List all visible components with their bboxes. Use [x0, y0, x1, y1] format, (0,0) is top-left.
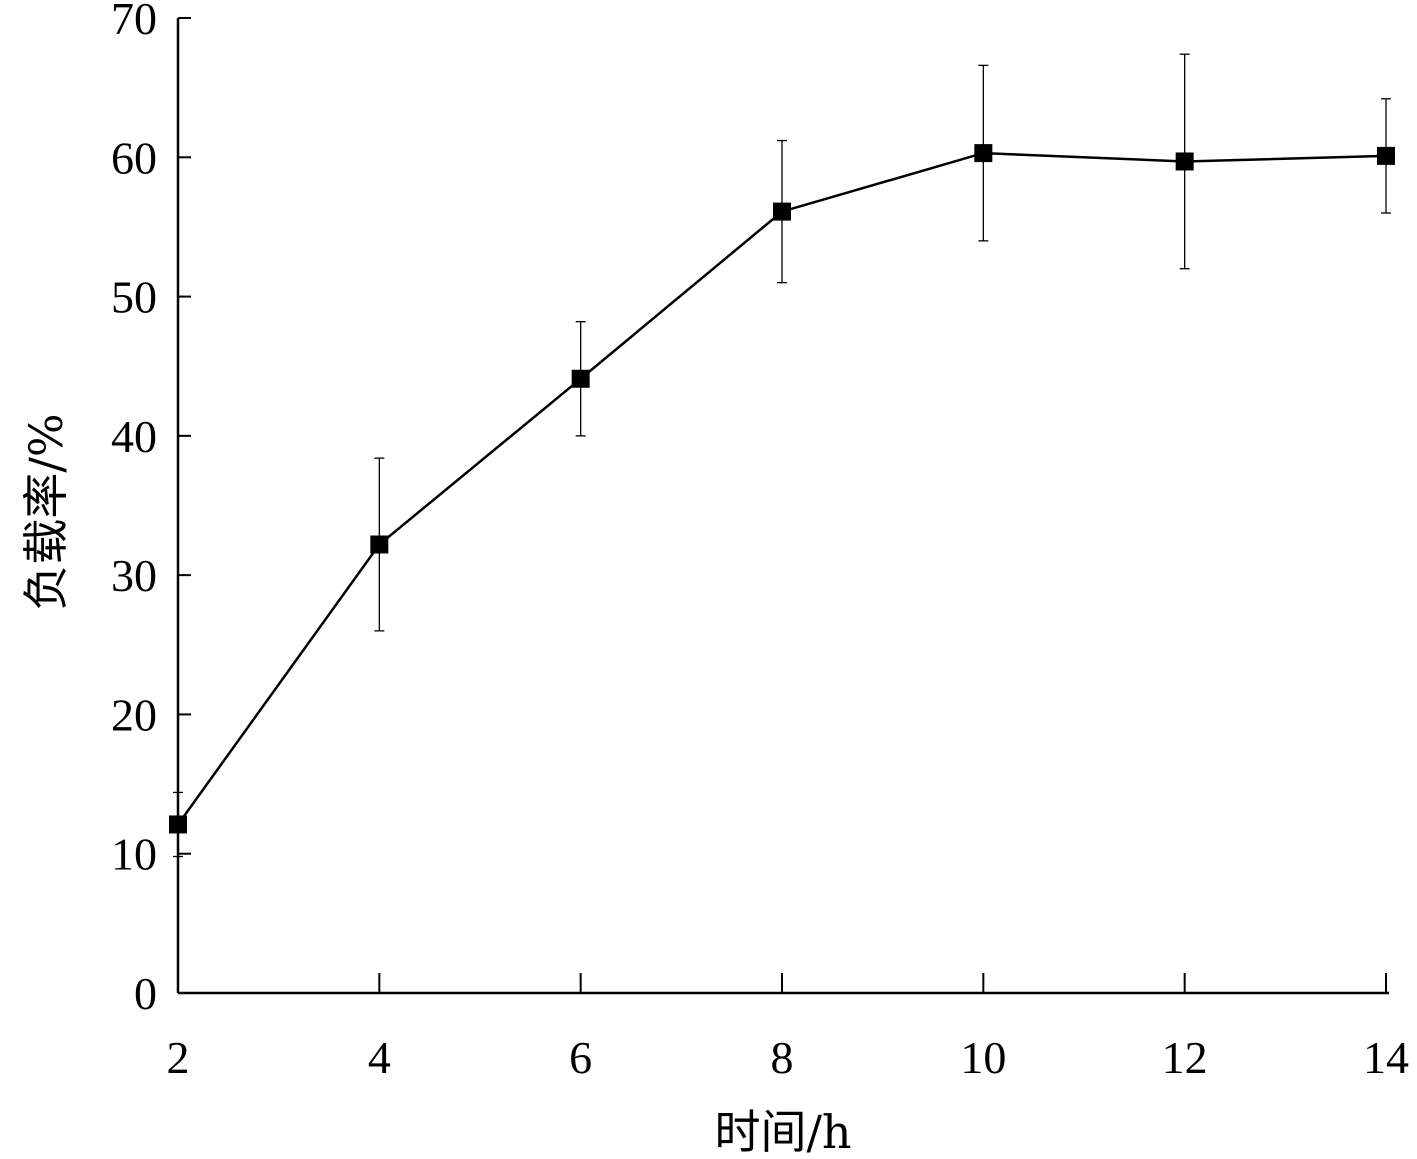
- y-tick-label: 0: [134, 968, 157, 1019]
- x-tick-label: 12: [1162, 1032, 1208, 1083]
- x-axis-title: 时间/h: [714, 1105, 851, 1159]
- data-point-marker: [1175, 152, 1194, 171]
- error-bars: [173, 53, 1391, 858]
- y-axis-title: 负载率/%: [19, 413, 73, 610]
- y-tick-label: 60: [111, 132, 157, 183]
- series-group: [169, 144, 1395, 834]
- axes: [176, 18, 1389, 995]
- data-point-marker: [974, 144, 993, 163]
- y-ticks: 0 10 20 30 40 50 60 70: [111, 0, 191, 1019]
- x-tick-label: 8: [771, 1032, 794, 1083]
- x-tick-label: 2: [167, 1032, 190, 1083]
- x-tick-label: 10: [960, 1032, 1006, 1083]
- data-point-marker: [1377, 146, 1395, 165]
- data-point-marker: [571, 369, 590, 388]
- data-point-marker: [169, 815, 187, 834]
- y-tick-label: 50: [111, 272, 157, 323]
- y-tick-label: 40: [111, 411, 157, 462]
- x-ticks: 2 4 6 8 10 12 14: [167, 973, 1409, 1083]
- y-tick-label: 20: [111, 689, 157, 740]
- x-tick-label: 6: [569, 1032, 592, 1083]
- y-tick-label: 70: [111, 0, 157, 44]
- data-point-marker: [370, 535, 389, 554]
- x-tick-label: 14: [1363, 1032, 1409, 1083]
- y-tick-label: 30: [111, 550, 157, 601]
- y-tick-label: 10: [111, 829, 157, 880]
- data-point-marker: [773, 202, 791, 221]
- x-tick-label: 4: [368, 1032, 391, 1083]
